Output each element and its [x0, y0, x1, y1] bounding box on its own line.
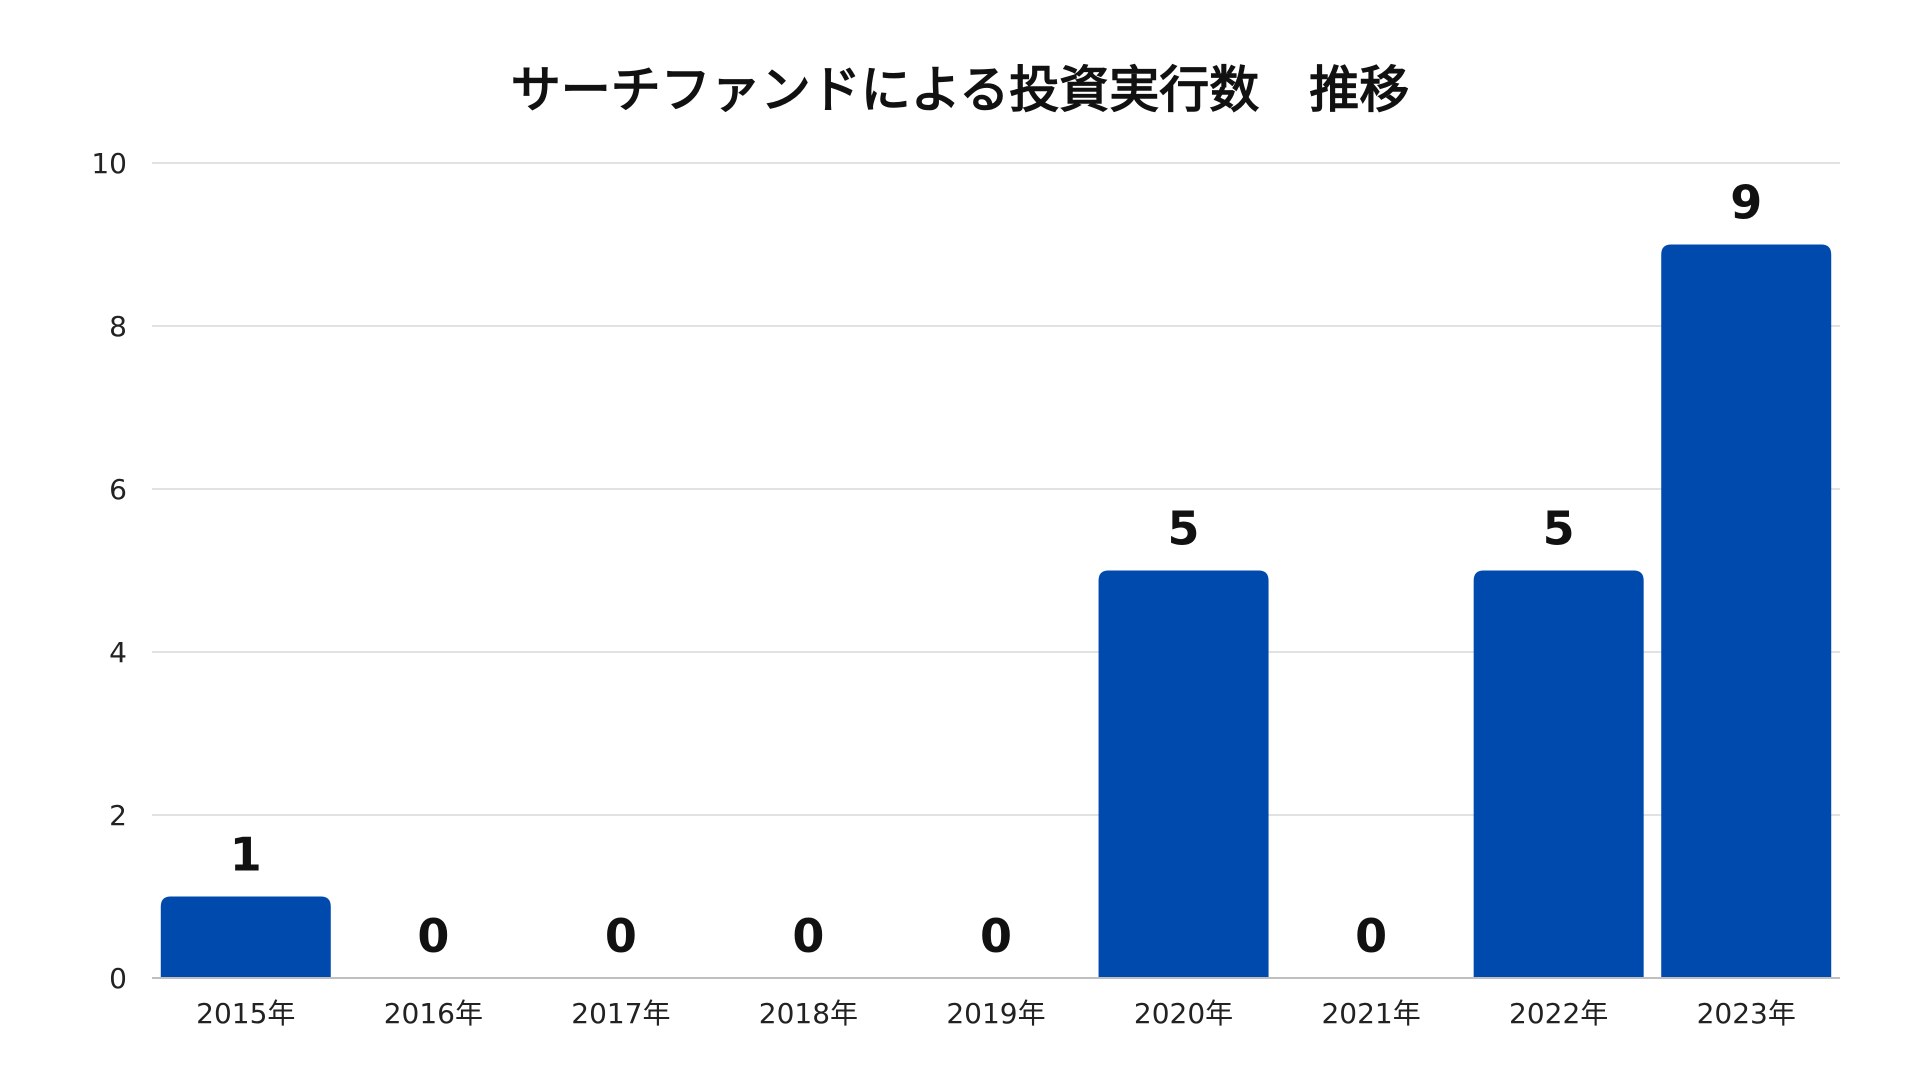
- x-tick-label: 2023年: [1697, 997, 1796, 1030]
- x-tick-label: 2019年: [946, 997, 1045, 1030]
- x-tick-label: 2018年: [759, 997, 858, 1030]
- x-tick-label: 2020年: [1134, 997, 1233, 1030]
- y-tick-label: 6: [109, 473, 127, 506]
- x-tick-label: 2016年: [384, 997, 483, 1030]
- y-tick-label: 8: [109, 310, 127, 343]
- data-label: 0: [417, 909, 449, 963]
- data-label: 5: [1543, 502, 1575, 556]
- bars: [160, 244, 1832, 978]
- data-label: 9: [1730, 176, 1762, 230]
- data-label: 0: [792, 909, 824, 963]
- x-axis-tick-labels: 2015年 2016年 2017年 2018年 2019年 2020年 2021年 2022年…: [196, 997, 1796, 1030]
- x-tick-label: 2021年: [1321, 997, 1420, 1030]
- data-label: 5: [1168, 502, 1200, 556]
- bar-2022年: [1473, 570, 1644, 978]
- data-label: 1: [230, 828, 262, 882]
- y-tick-label: 10: [91, 147, 127, 180]
- y-tick-label: 0: [109, 962, 127, 995]
- data-label: 0: [1355, 909, 1387, 963]
- x-tick-label: 2022年: [1509, 997, 1608, 1030]
- bar-2020年: [1098, 570, 1269, 978]
- bar-2023年: [1661, 244, 1832, 978]
- y-tick-label: 4: [109, 636, 127, 669]
- y-tick-label: 2: [109, 799, 127, 832]
- data-label: 0: [980, 909, 1012, 963]
- data-labels: 1 0 0 0 0 5 0 5 9: [230, 176, 1762, 964]
- bar-2015年: [160, 896, 331, 978]
- x-tick-label: 2017年: [571, 997, 670, 1030]
- x-tick-label: 2015年: [196, 997, 295, 1030]
- chart-title: サーチファンドによる投資実行数 推移: [510, 61, 1410, 119]
- y-axis-tick-labels: 0 2 4 6 8 10: [91, 147, 127, 995]
- data-label: 0: [605, 909, 637, 963]
